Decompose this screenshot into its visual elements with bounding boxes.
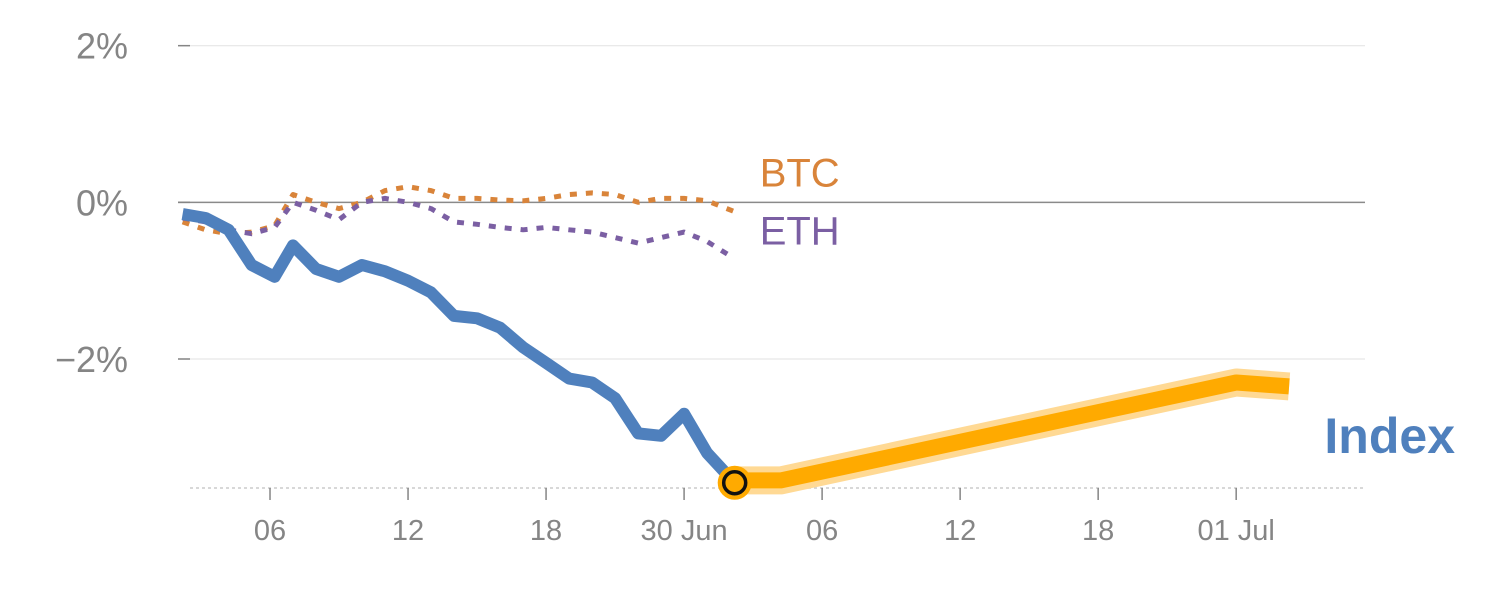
x-tick-label: 06	[254, 515, 286, 547]
x-tick-label: 18	[530, 515, 562, 547]
series-lines	[181, 184, 1291, 500]
series-line-btc	[181, 184, 736, 237]
series-label-index: Index	[1324, 408, 1455, 464]
x-tick-label: 30 Jun	[641, 515, 728, 547]
y-axis-ticks: 2% 0% −2%	[55, 26, 190, 380]
x-tick-label: 12	[392, 515, 424, 547]
projection-line	[734, 374, 1290, 489]
series-line-index	[181, 208, 740, 487]
x-tick-label: 06	[806, 515, 838, 547]
series-labels: BTC ETH Index	[760, 152, 1455, 464]
x-tick-label: 01 Jul	[1197, 515, 1274, 547]
y-tick-label: 2%	[76, 26, 128, 67]
series-label-eth: ETH	[760, 210, 840, 254]
y-tick-label: −2%	[55, 339, 128, 380]
series-label-btc: BTC	[760, 152, 840, 196]
grid-lines	[178, 45, 1365, 489]
y-tick-label: 0%	[76, 182, 128, 223]
x-tick-label: 18	[1082, 515, 1114, 547]
series-line-eth	[182, 195, 737, 261]
x-axis-ticks: 06 12 18 30 Jun 06 12 18 01 Jul	[254, 488, 1275, 547]
current-point-marker	[721, 470, 748, 496]
x-tick-label: 12	[944, 515, 976, 547]
